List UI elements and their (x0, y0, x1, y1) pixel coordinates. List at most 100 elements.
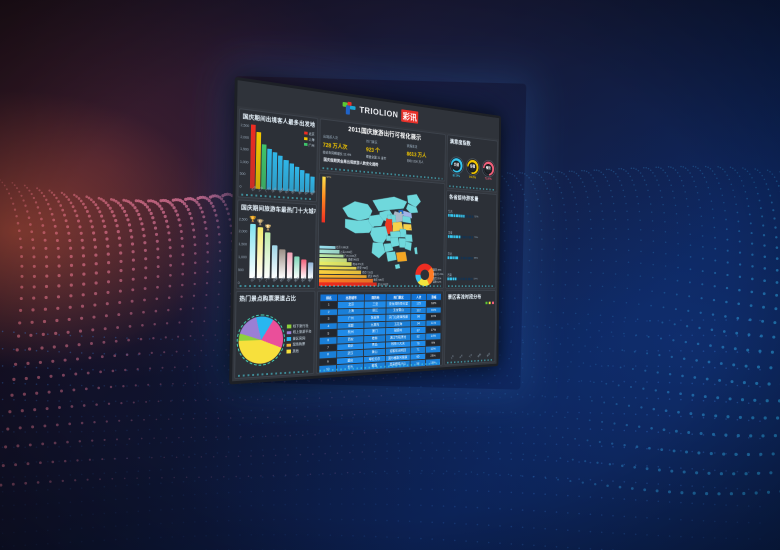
gauge-label: 餐饮 (485, 166, 491, 171)
table-cell: 玉龙雪山 (386, 307, 411, 314)
card-province-visitors[interactable]: 各省接待游客量 华东 92% 华南 78% 华北 65% 西南 54% (445, 190, 498, 289)
segment-line: 78% (447, 234, 495, 240)
table-column-header[interactable]: 排名 (320, 294, 338, 302)
card-route-ranking-table[interactable]: 排名 出发城市 目的地 热门景区 人次 涨幅 1 北京 三亚 亚龙湾热带天堂 125 18% 2 上海丽… (315, 290, 444, 374)
table-column-header[interactable]: 出发城市 (337, 294, 365, 301)
table-cell: 98 (411, 313, 426, 321)
table-cell: 桂林 (364, 335, 385, 343)
card-ticket-channel-pie[interactable]: 热门景点购票渠道占比 线下旅行社 线上旅游平台 景区官网 现场购票 其他 (234, 290, 316, 380)
legend-swatch (286, 343, 291, 348)
map-region-chongqing[interactable] (386, 236, 391, 241)
cylinder-x-tick: 傍晚 (477, 352, 482, 359)
horizontal-funnel-chart: 北京 1280万 上海 1150万 广州 1020万 成都 960万 杭州 870万 西安… (318, 246, 388, 287)
left-column: 国庆期间出境客人最多出发地 2,500 2,000 1,500 1,000 500 0 北… (234, 108, 319, 380)
legend-item: 广州 (303, 142, 315, 148)
gauge-wrapper: 餐饮 73.6% (482, 160, 495, 181)
legend-label: 北京 (308, 131, 315, 137)
segment-block (471, 277, 473, 281)
legend-label: 景区官网 (292, 335, 306, 341)
table-cell: 厦门 (364, 328, 386, 336)
map-region-taiwan[interactable] (414, 247, 418, 254)
map-region-guangxi[interactable] (386, 252, 397, 263)
chart2-y-tick: 1,000 (238, 255, 247, 260)
table-column-header[interactable]: 目的地 (365, 294, 386, 301)
segment-block (471, 215, 474, 219)
donut-legend: 跟团 38% 自由行 29% 自驾 21% 其他 12% (433, 268, 444, 283)
trophy-icon: 🏆 (249, 216, 257, 223)
card-title: 景区客流时段分布 (447, 295, 482, 301)
table-cell: 71 (410, 346, 426, 354)
map-region-guangdong[interactable] (396, 252, 407, 263)
table-cell: 14% (426, 333, 441, 340)
table-column-header[interactable]: 热门景区 (386, 293, 411, 301)
table-cell: 125 (411, 300, 426, 307)
map-region-fujian[interactable] (404, 242, 411, 251)
donut-chart[interactable] (415, 263, 435, 286)
chart1-y-tick: 1,000 (239, 159, 249, 165)
table-column-header[interactable]: 涨幅 (426, 293, 441, 300)
ranking-table[interactable]: 排名 出发城市 目的地 热门景区 人次 涨幅 1 北京 三亚 亚龙湾热带天堂 125 18% 2 上海丽… (318, 293, 441, 373)
card-hourly-flow-cylinders[interactable]: 景区客流时段分布 上午 中午 下午 傍晚 夜间 (444, 290, 496, 366)
chart1-bar (266, 148, 273, 190)
triolion-logo-icon (342, 101, 356, 117)
table-cell: 9% (426, 339, 441, 346)
cylinder-x-tick: 夜间 (485, 352, 491, 358)
gauge-ring[interactable]: 餐饮 (482, 160, 495, 177)
donut-legend-label: 其他 12% (432, 280, 442, 284)
dashboard-screen[interactable]: TRIOLION 彩讯 国庆期间出境客人最多出发地 2,500 2,000 1,50… (229, 76, 502, 385)
map-region-sichuan[interactable] (370, 226, 388, 244)
pie-legend: 线下旅行社 线上旅游平台 景区官网 现场购票 其他 (286, 323, 312, 354)
legend-label: 现场购票 (292, 342, 306, 347)
table-cell: 65 (410, 353, 426, 361)
funnel-row: 长沙 510万 (318, 282, 388, 287)
chart2-bar: 🏆 (249, 217, 257, 279)
card-satisfaction-gauges[interactable]: 满意度指数 交通 87.5% 住宿 79.2% 餐饮 73.6% (446, 134, 498, 193)
map-region-ningxia[interactable] (387, 215, 391, 219)
table-cell: 莫高窟鸣沙山 (385, 360, 410, 369)
vertical-gradient-bar: 97% (321, 175, 331, 223)
gauge-percent: 79.2% (468, 175, 477, 180)
legend-swatch (286, 349, 291, 354)
map-region-hunan[interactable] (390, 237, 400, 248)
chart2-bar: 🏆 (264, 225, 271, 279)
card-departure-bar-chart[interactable]: 国庆期间出境客人最多出发地 2,500 2,000 1,500 1,000 500 0 北… (237, 108, 319, 203)
table-column-header[interactable]: 人次 (411, 293, 427, 301)
map-region-hubei[interactable] (390, 231, 402, 239)
chart1-y-tick: 2,500 (240, 122, 250, 128)
chart1-x-tick: 重庆 (310, 189, 317, 197)
table-cell: 3 (320, 315, 337, 323)
legend-swatch (286, 330, 292, 335)
mid-column: 2011国庆旅游出行可视化展示 出境游人次 728 万人次 较去年同期增长 12.4… (315, 118, 446, 374)
gauge-percent: 73.6% (484, 176, 492, 181)
kpi-box: 铁路发送 8613 万人 日均 1230 万人 (407, 144, 443, 166)
gauge-ring[interactable]: 住宿 (466, 158, 479, 176)
kpi-box: 热门景区 923 个覆盖全国 31 省市 (366, 139, 405, 162)
map-region-xinjiang[interactable] (342, 201, 372, 222)
cylinder-x-tick: 中午 (459, 353, 464, 360)
legend-swatch (286, 337, 291, 341)
table-cell: 成都 (337, 322, 364, 330)
table-cell: 杭州 (337, 329, 364, 337)
chart1-y-tick: 1,500 (240, 147, 249, 153)
card-china-map[interactable]: 97% 北京 1280万 上海 1150万 广州 1020万 成都 960万 杭州 87… (317, 172, 446, 289)
table-cell: 九寨沟 (364, 321, 386, 329)
cylinder-group (486, 302, 494, 304)
table-cell: 长沙 (336, 363, 364, 372)
legend-item: 景区官网 (286, 336, 311, 342)
pie-chart[interactable] (236, 313, 286, 367)
map-region-hainan[interactable] (395, 264, 400, 269)
table-cell: 鼓浪屿 (385, 327, 411, 335)
chart1-x-axis: 北京上海广州深圳成都杭州西安南京武汉重庆天津长沙 (250, 185, 319, 201)
gauge-ring[interactable]: 交通 (449, 156, 463, 174)
table-cell: 25% (425, 352, 441, 360)
table-cell: 87 (410, 327, 426, 334)
segment-row: 西南 54% (447, 272, 494, 281)
chart2-y-tick: 2,000 (238, 229, 248, 235)
segment-line: 65% (447, 255, 495, 260)
chart2-bars: 🏆 🏆 🏆 (249, 217, 314, 279)
segment-value: 78% (474, 235, 479, 240)
legend-label: 其他 (292, 348, 299, 353)
card-top-cities-bar-chart[interactable]: 国庆期间旅游车最热门十大城市 2,500 2,000 1,500 1,000 500 0 … (235, 199, 317, 290)
right-column: 满意度指数 交通 87.5% 住宿 79.2% 餐饮 73.6% 各省接待游客量 华东 92… (444, 134, 498, 366)
